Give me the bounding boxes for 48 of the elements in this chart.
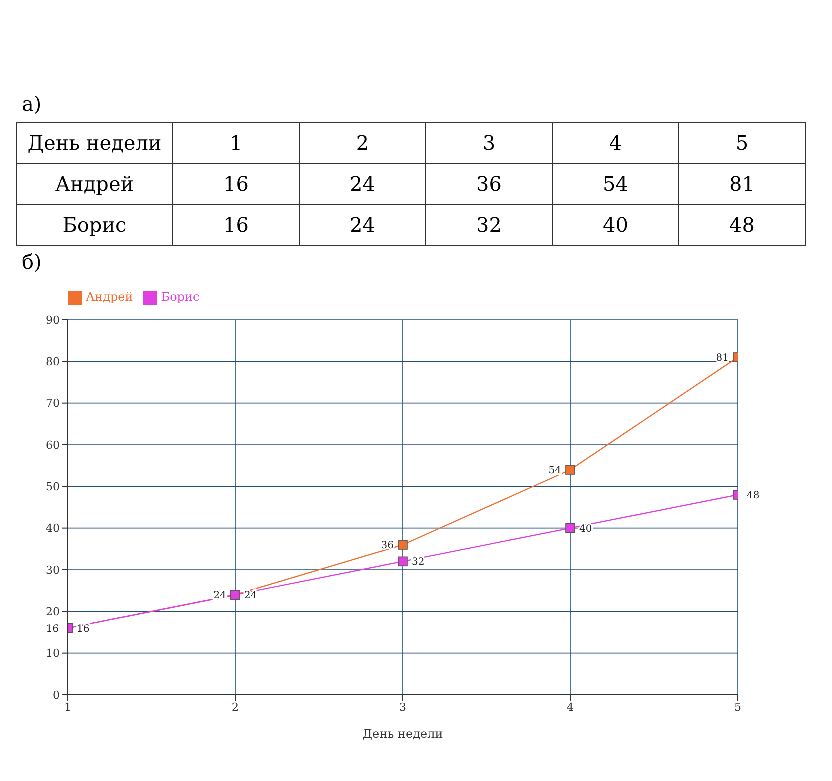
data-label: 16 — [77, 624, 90, 635]
y-tick-label: 40 — [46, 522, 60, 536]
data-label: 24 — [299, 164, 426, 204]
data-label: 54 — [548, 466, 562, 477]
data-label: 16 — [46, 624, 59, 635]
data-label: 36 — [381, 540, 394, 552]
data-label: 16 — [172, 164, 300, 204]
y-tick-label: 90 — [46, 314, 60, 327]
point — [566, 523, 576, 534]
x-tick-label: 4 — [567, 700, 574, 714]
x-tick-label: 3 — [400, 700, 406, 714]
y-tick-label: 80 — [46, 356, 60, 369]
data-label: 81 — [678, 164, 806, 204]
point — [398, 540, 408, 550]
x-tick-label: 5 — [734, 700, 742, 714]
data-label: 16 — [172, 204, 300, 246]
x-tick-label: 2 — [299, 122, 426, 164]
legend-label: Андрей — [86, 290, 134, 304]
legend-label: Борис — [161, 290, 200, 304]
y-tick-label: 20 — [46, 606, 60, 619]
data-label: 54 — [552, 164, 679, 204]
data-label: 48 — [747, 490, 760, 502]
x-tick-label: 3 — [426, 122, 552, 164]
data-label: 24 — [299, 204, 426, 246]
data-label: 36 — [426, 164, 552, 204]
text: а) — [22, 92, 42, 116]
point — [566, 465, 576, 475]
x-tick-label: 1 — [64, 700, 72, 714]
x-tick-label: 1 — [172, 122, 300, 164]
y-tick-label: 0 — [53, 688, 60, 702]
y-tick-label: 10 — [46, 647, 60, 660]
text: б) — [22, 250, 42, 274]
y-tick-label: 70 — [46, 397, 60, 410]
y-tick-label: 30 — [46, 564, 60, 577]
x-tick-label: 5 — [678, 122, 806, 164]
data-label: 40 — [552, 204, 679, 246]
x-axis-title: День недели — [362, 727, 444, 741]
data-label: 24 — [244, 590, 258, 602]
x-axis-title: День недели — [16, 122, 173, 164]
x-tick-label: 4 — [552, 122, 679, 164]
x-tick-label: 2 — [232, 700, 239, 714]
y-tick-label: 50 — [46, 480, 60, 494]
data-label: 81 — [716, 353, 729, 364]
point — [398, 556, 408, 567]
data-label: 48 — [678, 204, 806, 246]
y-tick-label: 60 — [46, 438, 60, 452]
data-label: 32 — [426, 204, 552, 246]
data-label: 32 — [412, 557, 425, 568]
